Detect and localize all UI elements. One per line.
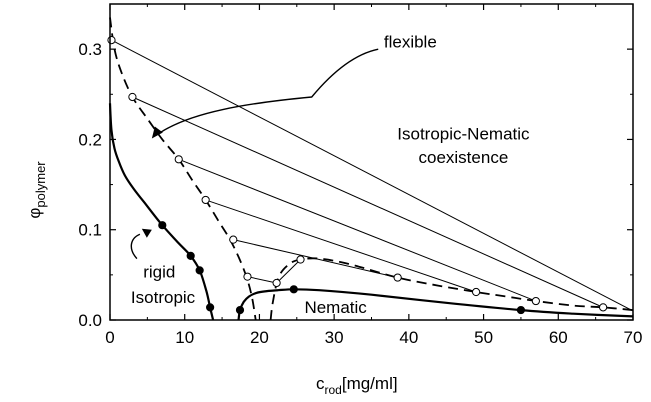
annotation-isotropic: Isotropic: [131, 288, 196, 307]
arrows: [130, 48, 379, 260]
rigid-point-5: [289, 285, 298, 294]
x-axis-ticks: 0 10 20 30 40 50 60 70: [105, 4, 642, 347]
rigid-curve-0: [108, 103, 215, 321]
tie-line-3: [205, 199, 477, 293]
rigid-point-0: [158, 221, 167, 230]
tie-line-0: [111, 39, 634, 312]
annotation-coexist1: Isotropic-Nematic: [397, 124, 530, 143]
annotations: flexible Isotropic-Nematic coexistence rigi…: [131, 32, 530, 316]
annotation-rigid: rigid: [143, 263, 175, 282]
x-tick-label-1: 10: [175, 328, 194, 347]
rigid-arrow-head: [141, 228, 152, 238]
rigid-curve-1: [237, 288, 634, 321]
x-tick-label-3: 30: [325, 328, 344, 347]
y-axis-ticks: 0.0 0.1 0.2 0.3: [78, 3, 633, 330]
flexible-point-6: [272, 278, 281, 288]
flexible-point-4: [229, 235, 238, 244]
y-tick-label-1: 0.1: [78, 221, 102, 240]
y-tick-label-0: 0.0: [78, 311, 102, 330]
x-tick-label-0: 0: [105, 328, 114, 347]
tie-line-5: [247, 276, 277, 284]
rigid-point-2: [195, 266, 204, 275]
tie-line-2: [178, 158, 537, 302]
flexible-point-11: [599, 303, 608, 312]
x-tick-label-2: 20: [250, 328, 269, 347]
x-tick-label-7: 70: [624, 328, 643, 347]
y-tick-label-3: 0.3: [78, 40, 102, 59]
tie-line-1: [132, 96, 604, 308]
flexible-arrow-head: [151, 126, 163, 139]
flexible-point-5: [243, 272, 252, 281]
curves: [108, 17, 634, 321]
rigid-point-1: [186, 251, 195, 260]
flexible-point-1: [128, 92, 137, 102]
annotation-coexist2: coexistence: [419, 148, 509, 167]
flexible-point-0: [107, 36, 116, 45]
rigid-point-6: [516, 305, 526, 315]
annotation-flexible: flexible: [384, 32, 437, 51]
rigid-arrow: [130, 233, 141, 260]
flexible-point-9: [472, 287, 481, 297]
y-tick-label-2: 0.2: [78, 130, 102, 149]
x-tick-label-4: 40: [399, 328, 418, 347]
flexible-point-8: [393, 273, 402, 282]
annotation-nematic: Nematic: [304, 298, 367, 317]
flexible-point-10: [531, 296, 540, 306]
x-axis-label: crod[mg/ml]: [316, 374, 398, 397]
flexible-point-3: [201, 195, 210, 205]
rigid-point-3: [206, 303, 215, 312]
flexible-curve-1: [269, 257, 634, 321]
tie-line-6: [276, 259, 301, 284]
x-tick-label-5: 50: [474, 328, 493, 347]
flexible-point-2: [174, 155, 183, 164]
y-axis-label: φpolymer: [25, 161, 48, 219]
flexible-curve-0: [109, 17, 257, 321]
flexible-point-7: [296, 255, 305, 264]
rigid-point-4: [235, 305, 245, 315]
markers: [107, 36, 608, 315]
flexible-arrow: [160, 48, 379, 133]
x-tick-label-6: 60: [549, 328, 568, 347]
